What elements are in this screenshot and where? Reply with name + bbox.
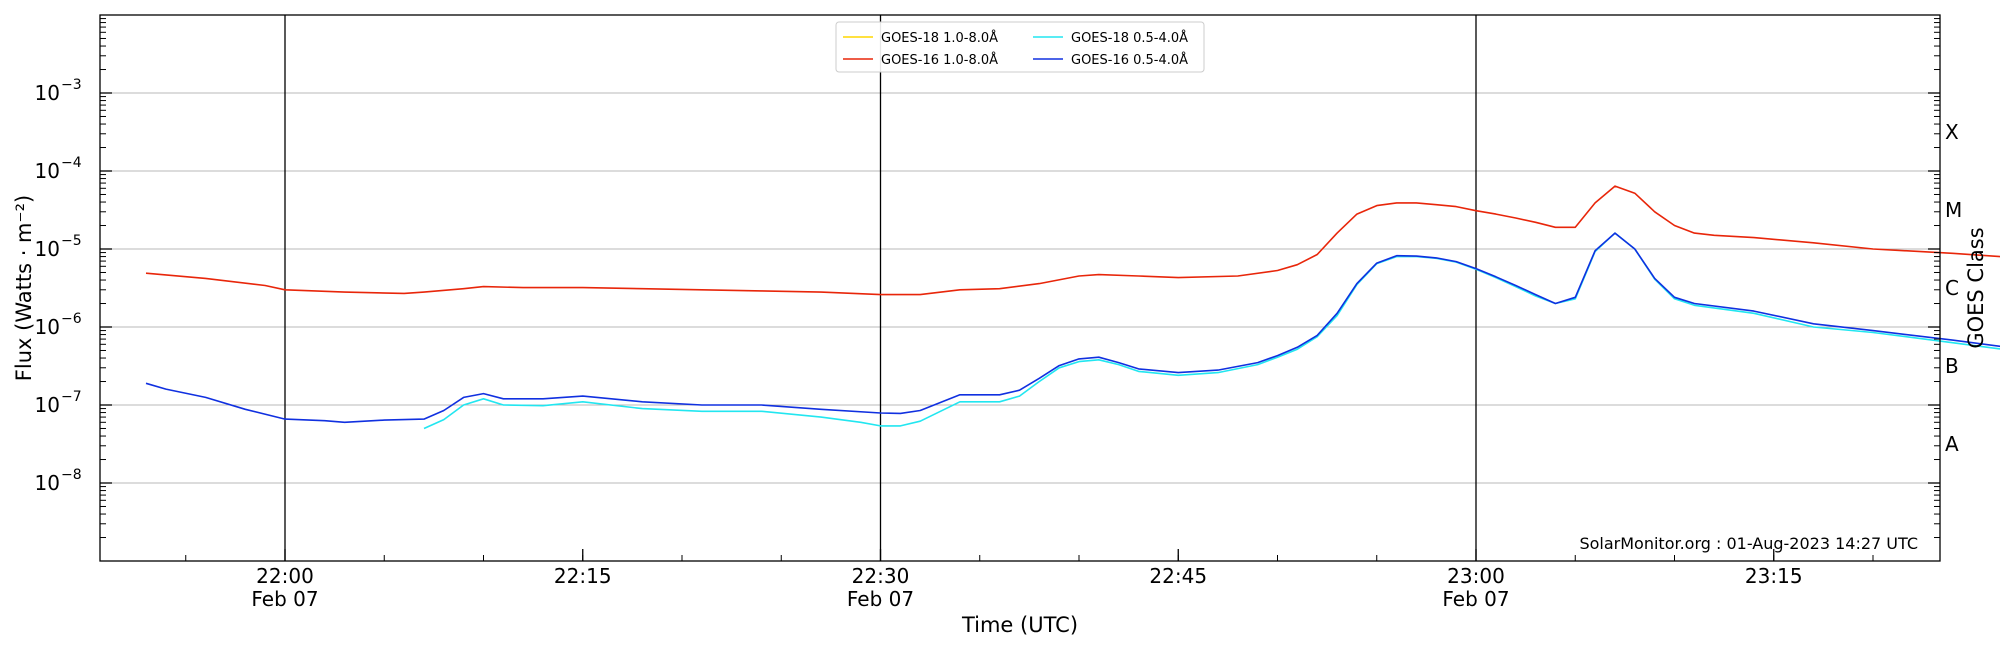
- y-tick-exponent: −6: [61, 311, 82, 327]
- x-tick-label-date: Feb 07: [847, 587, 914, 611]
- legend-entry: GOES-18 1.0-8.0Å: [881, 30, 998, 46]
- y-tick-exponent: −8: [61, 467, 82, 483]
- series-lines: [145, 185, 2000, 430]
- x-tick-label-time: 22:30: [852, 564, 910, 588]
- x-tick-label-time: 22:45: [1149, 564, 1207, 588]
- goes-class-label: M: [1945, 198, 1962, 222]
- credit-text: SolarMonitor.org : 01-Aug-2023 14:27 UTC: [1579, 534, 1918, 553]
- axis-ticks: [100, 18, 1940, 561]
- y-tick-label: 10: [35, 393, 60, 417]
- x-tick-label-date: Feb 07: [251, 587, 318, 611]
- goes-class-axis-label: GOES Class: [1964, 227, 1988, 348]
- series-line: [423, 232, 2000, 430]
- series-line: [145, 232, 2000, 424]
- day-vertical-lines: [284, 15, 1477, 561]
- legend-box: [835, 21, 1205, 73]
- series-line: [145, 185, 2000, 296]
- x-tick-label-time: 23:00: [1447, 564, 1505, 588]
- goes-class-label: X: [1945, 120, 1959, 144]
- x-tick-label-time: 23:15: [1745, 564, 1803, 588]
- legend: GOES-18 1.0-8.0Å GOES-18 0.5-4.0Å GOES-16 …: [835, 21, 1205, 73]
- x-tick-label-date: Feb 07: [1442, 587, 1509, 611]
- goes-class-label: C: [1945, 276, 1959, 300]
- goes-class-label: A: [1945, 432, 1959, 456]
- legend-entry: GOES-16 1.0-8.0Å: [881, 52, 998, 68]
- legend-entry: GOES-16 0.5-4.0Å: [1071, 52, 1188, 68]
- y-tick-label: 10: [35, 471, 60, 495]
- y-axis-label: Flux (Watts · m⁻²): [12, 195, 36, 381]
- x-axis-label: Time (UTC): [961, 613, 1078, 637]
- x-tick-label-time: 22:00: [256, 564, 314, 588]
- x-tick-label-time: 22:15: [554, 564, 612, 588]
- y-tick-label: 10: [35, 315, 60, 339]
- gridlines: [100, 92, 1940, 484]
- legend-entry: GOES-18 0.5-4.0Å: [1071, 30, 1188, 46]
- y-tick-label: 10: [35, 159, 60, 183]
- y-tick-exponent: −7: [61, 389, 82, 405]
- y-tick-exponent: −3: [61, 77, 82, 93]
- goes-class-label: B: [1945, 354, 1959, 378]
- plot-frame: [99, 14, 1941, 562]
- y-tick-exponent: −5: [61, 233, 82, 249]
- y-tick-exponent: −4: [61, 155, 82, 171]
- y-tick-label: 10: [35, 81, 60, 105]
- y-tick-label: 10: [35, 237, 60, 261]
